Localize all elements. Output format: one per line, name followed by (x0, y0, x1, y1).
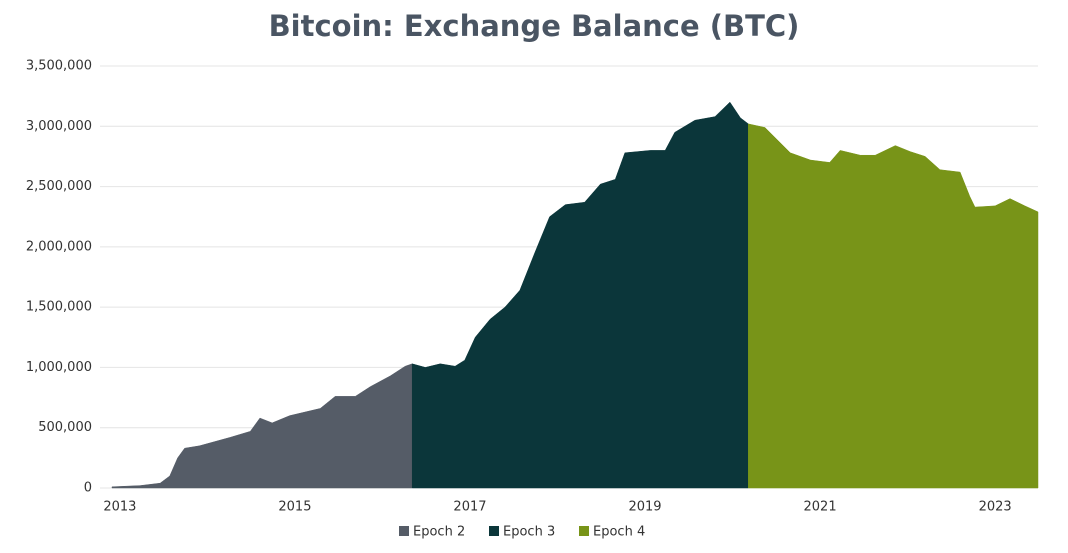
y-tick-label: 3,000,000 (26, 119, 92, 134)
legend-label: Epoch 4 (593, 525, 645, 540)
y-tick-label: 1,000,000 (26, 360, 92, 375)
x-tick-label: 2019 (628, 500, 661, 515)
legend-label: Epoch 3 (503, 525, 555, 540)
y-tick-label: 1,500,000 (26, 300, 92, 315)
x-tick-label: 2017 (453, 500, 486, 515)
y-tick-label: 0 (84, 481, 92, 496)
y-tick-label: 2,500,000 (26, 179, 92, 194)
y-tick-label: 500,000 (38, 420, 92, 435)
y-tick-label: 3,500,000 (26, 59, 92, 74)
legend-label: Epoch 2 (413, 525, 465, 540)
chart-title: Bitcoin: Exchange Balance (BTC) (269, 9, 800, 43)
area (411, 101, 749, 489)
x-tick-label: 2021 (804, 500, 837, 515)
x-tick-label: 2023 (979, 500, 1012, 515)
area (748, 123, 1039, 489)
legend-item: Epoch 3 (489, 525, 555, 540)
legend-item: Epoch 4 (579, 525, 645, 540)
legend-swatch (489, 526, 499, 536)
x-tick-label: 2013 (103, 500, 136, 515)
y-tick-label: 2,000,000 (26, 239, 92, 254)
legend-swatch (399, 526, 409, 536)
x-tick-label: 2015 (278, 500, 311, 515)
legend-swatch (579, 526, 589, 536)
area (111, 363, 413, 489)
legend-item: Epoch 2 (399, 525, 465, 540)
